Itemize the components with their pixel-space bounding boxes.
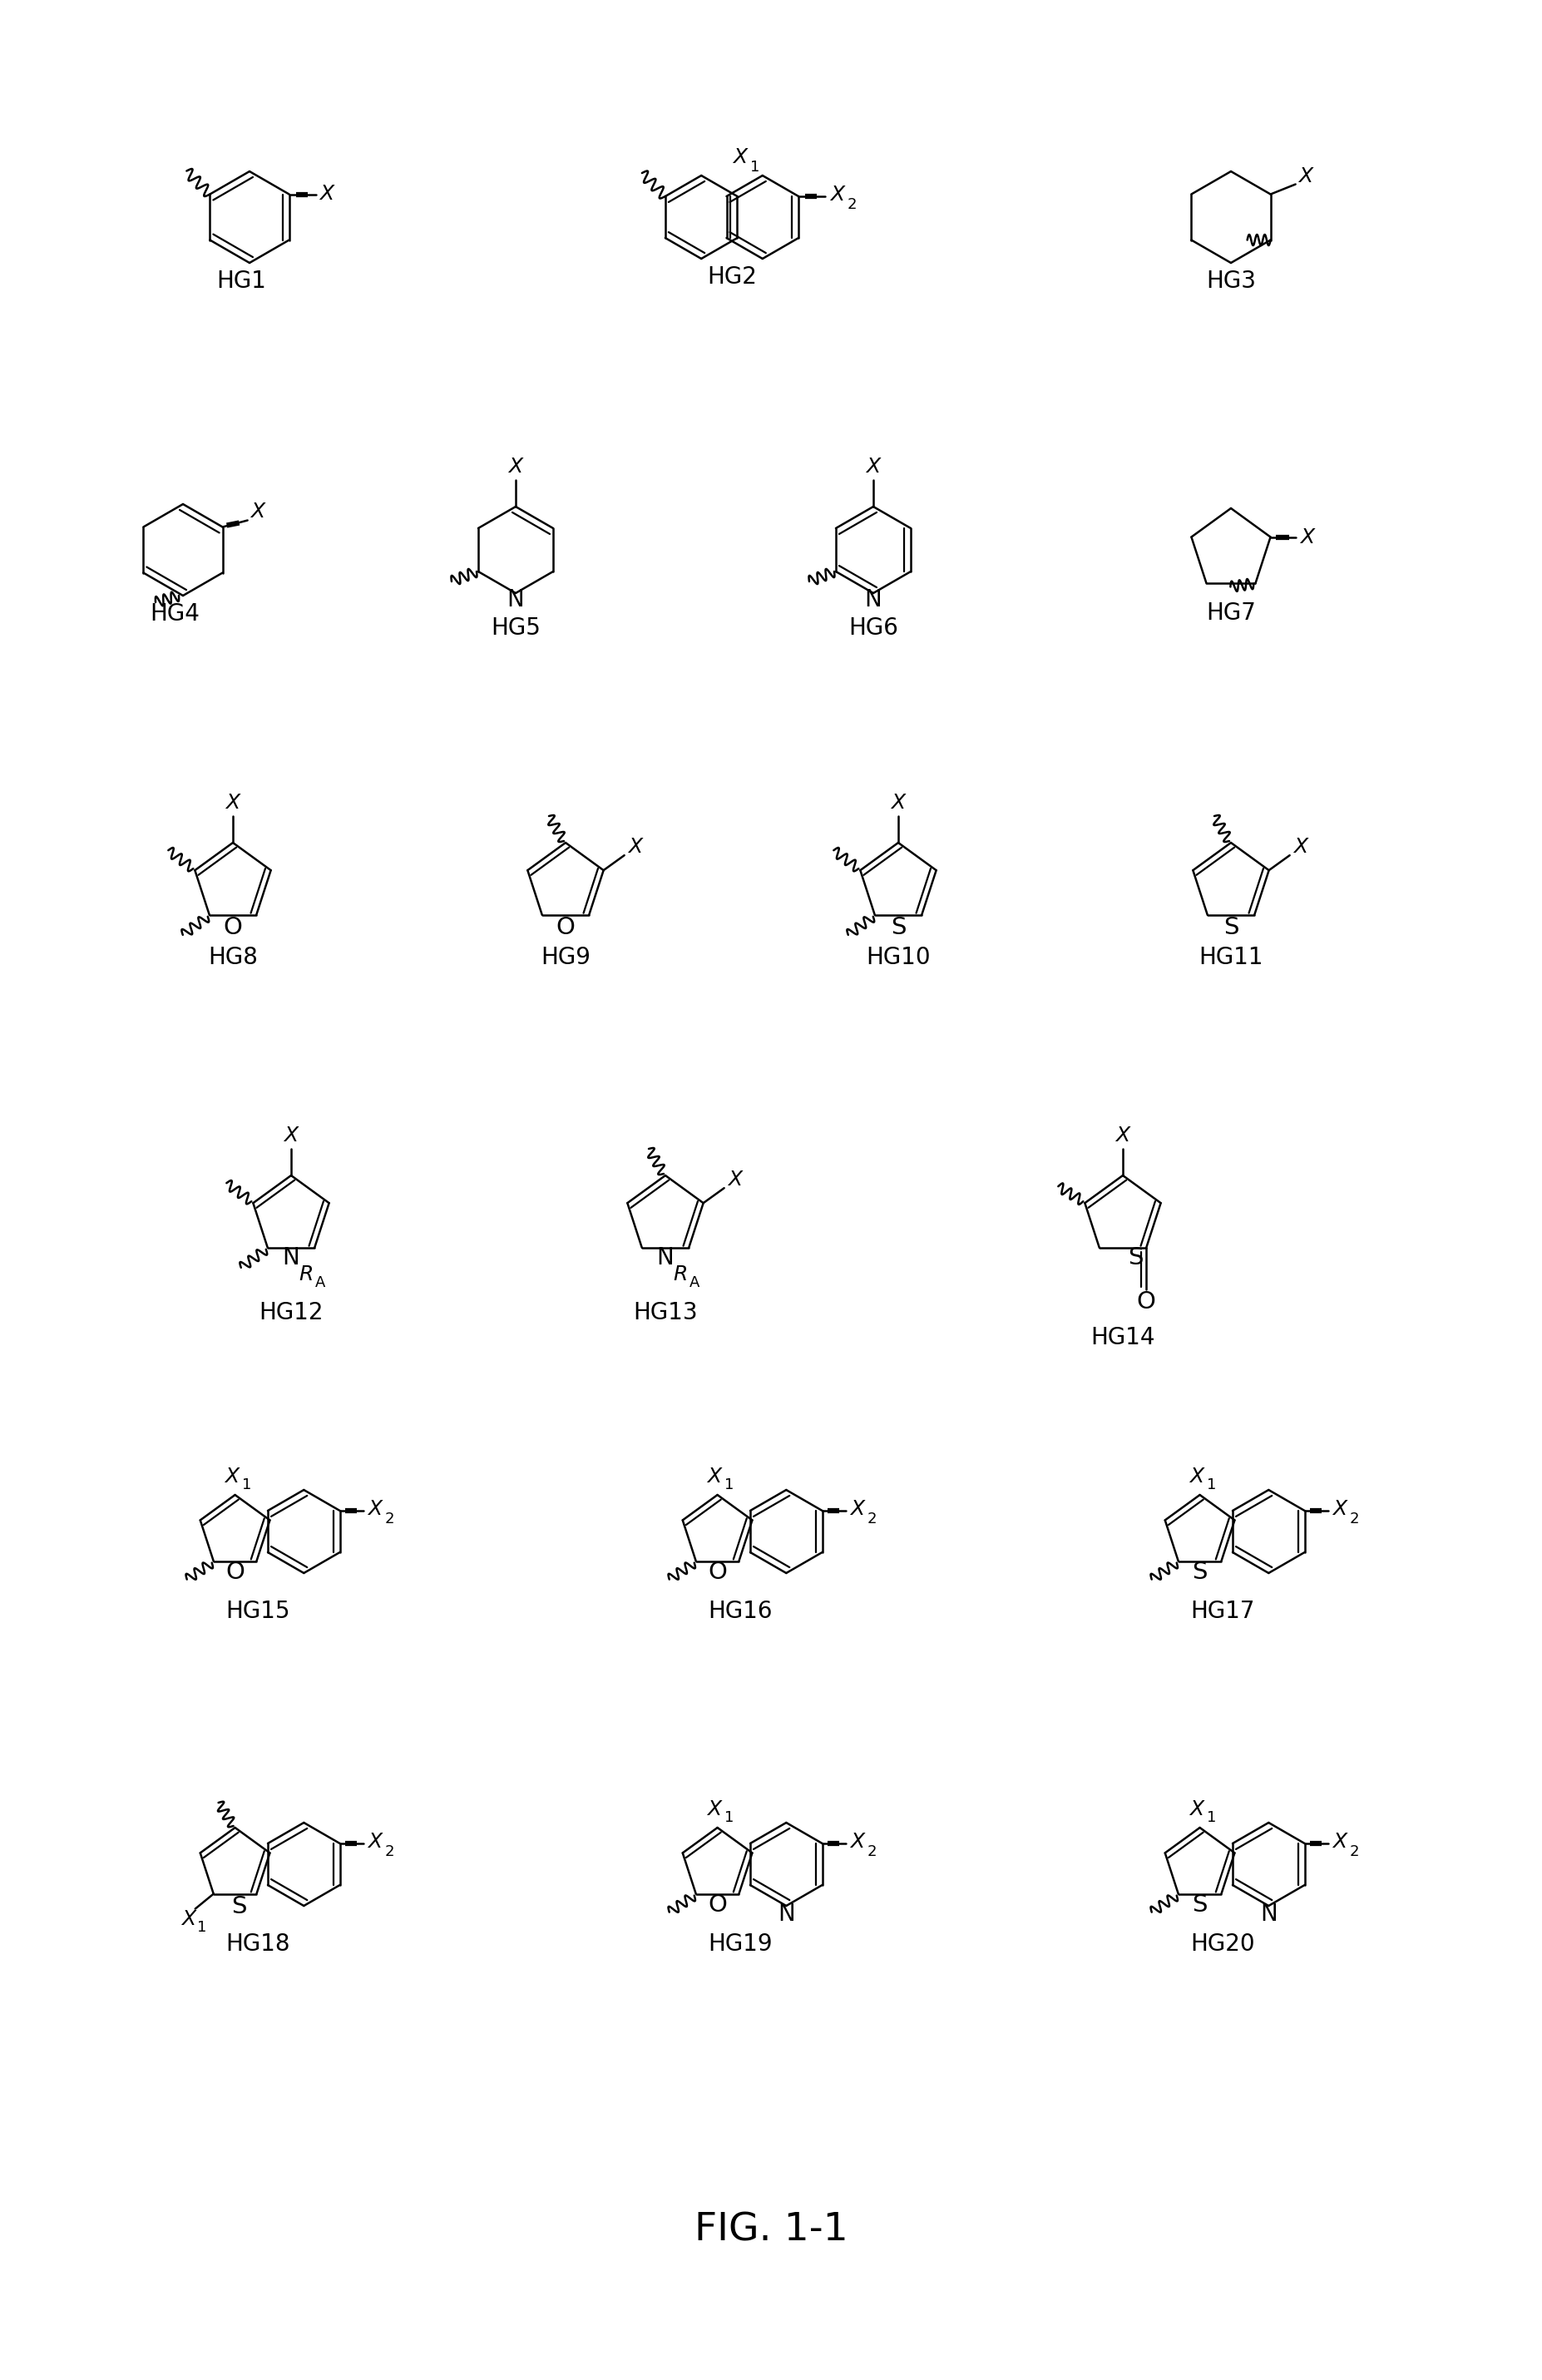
Text: O: O [224,916,242,940]
Text: N: N [1260,1902,1277,1925]
Text: S: S [1192,1561,1207,1583]
Text: HG4: HG4 [150,602,199,626]
Text: HG5: HG5 [490,616,541,640]
Text: X: X [732,148,748,167]
Text: X: X [367,1833,382,1852]
Text: X: X [1189,1466,1204,1488]
Text: X: X [1332,1833,1346,1852]
Text: X: X [284,1126,298,1145]
Text: 2: 2 [847,198,856,212]
Text: HG9: HG9 [541,945,591,969]
Text: X: X [319,183,333,205]
Text: 2: 2 [1349,1844,1360,1859]
Text: X: X [850,1833,864,1852]
Text: 2: 2 [867,1511,877,1526]
Text: HG2: HG2 [708,264,757,288]
Text: HG12: HG12 [259,1302,324,1323]
Text: X: X [706,1799,722,1818]
Text: O: O [225,1561,245,1583]
Text: X: X [1189,1799,1204,1818]
Text: X: X [1298,167,1312,186]
Text: S: S [231,1894,247,1918]
Text: 2: 2 [386,1844,395,1859]
Text: HG6: HG6 [848,616,897,640]
Text: 1: 1 [725,1478,734,1492]
Text: 1: 1 [197,1921,207,1935]
Text: HG11: HG11 [1198,945,1263,969]
Text: X: X [509,457,523,476]
Text: HG18: HG18 [225,1933,290,1956]
Text: HG14: HG14 [1090,1326,1155,1349]
Text: X: X [867,457,880,476]
Text: HG19: HG19 [708,1933,773,1956]
Text: N: N [777,1902,794,1925]
Text: X: X [225,1466,239,1488]
Text: S: S [1192,1892,1207,1916]
Text: HG13: HG13 [634,1302,697,1323]
Text: X: X [367,1499,382,1518]
Text: HG10: HG10 [867,945,930,969]
Text: HG16: HG16 [708,1599,773,1623]
Text: HG20: HG20 [1190,1933,1255,1956]
Text: HG7: HG7 [1206,602,1255,624]
Text: X: X [728,1169,742,1190]
Text: X: X [1300,526,1314,547]
Text: 1: 1 [725,1811,734,1825]
Text: O: O [557,916,575,940]
Text: X: X [1332,1499,1346,1518]
Text: 1: 1 [1207,1811,1217,1825]
Text: S: S [1127,1247,1143,1269]
Text: 2: 2 [867,1844,877,1859]
Text: 1: 1 [1207,1478,1217,1492]
Text: X: X [706,1466,722,1488]
Text: X: X [182,1909,196,1928]
Text: N: N [657,1247,674,1269]
Text: HG3: HG3 [1206,269,1255,293]
Text: 1: 1 [242,1478,251,1492]
Text: A: A [315,1276,325,1290]
Text: N: N [865,588,882,612]
Text: X: X [1116,1126,1130,1145]
Text: A: A [689,1276,700,1290]
Text: O: O [1136,1290,1156,1314]
Text: S: S [891,916,907,940]
Text: X: X [250,502,265,521]
Text: HG17: HG17 [1190,1599,1255,1623]
Text: X: X [831,186,845,205]
Text: 1: 1 [751,159,760,174]
Text: X: X [1294,838,1308,857]
Text: 2: 2 [1349,1511,1360,1526]
Text: N: N [507,588,524,612]
Text: HG8: HG8 [208,945,258,969]
Text: R: R [299,1264,313,1285]
Text: O: O [708,1561,726,1583]
Text: HG15: HG15 [225,1599,290,1623]
Text: 2: 2 [386,1511,395,1526]
Text: R: R [674,1264,688,1285]
Text: X: X [628,838,643,857]
Text: X: X [850,1499,864,1518]
Text: O: O [708,1892,726,1916]
Text: HG1: HG1 [216,269,267,293]
Text: FIG. 1-1: FIG. 1-1 [694,2211,848,2249]
Text: X: X [891,793,905,812]
Text: X: X [225,793,241,812]
Text: S: S [1223,916,1238,940]
Text: N: N [282,1247,299,1269]
